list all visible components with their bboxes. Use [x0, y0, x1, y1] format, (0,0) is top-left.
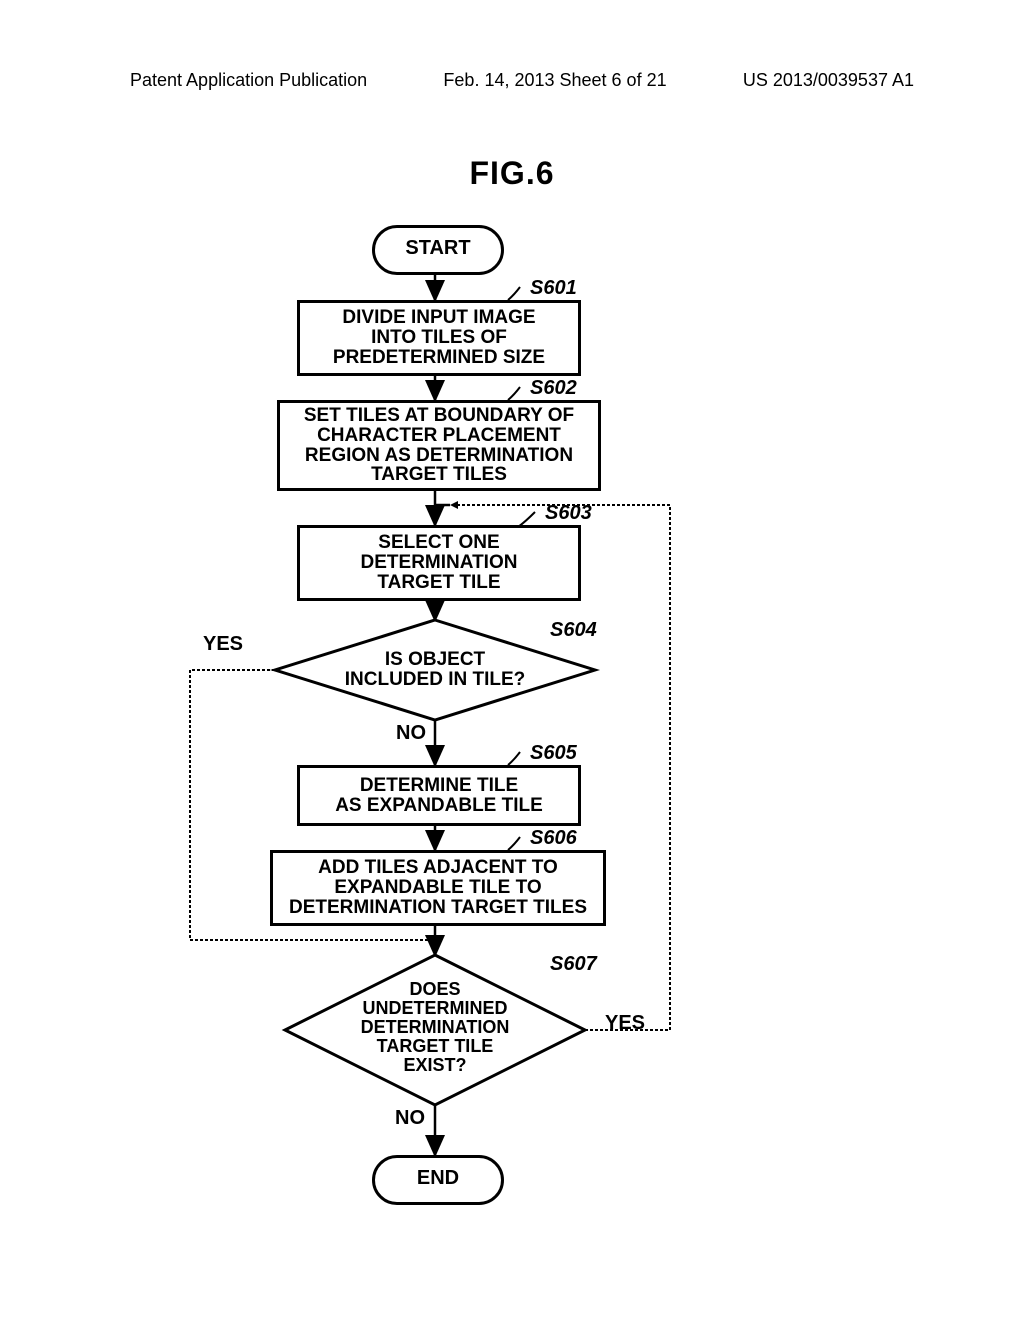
- header-right: US 2013/0039537 A1: [743, 70, 914, 91]
- decision-s604: IS OBJECT INCLUDED IN TILE?: [325, 650, 545, 690]
- step-s606: ADD TILES ADJACENT TO EXPANDABLE TILE TO…: [270, 850, 606, 926]
- s604-no: NO: [396, 722, 426, 745]
- s603-text: SELECT ONE DETERMINATION TARGET TILE: [361, 533, 518, 593]
- end-terminal: END: [372, 1155, 504, 1205]
- s601-text: DIVIDE INPUT IMAGE INTO TILES OF PREDETE…: [333, 308, 545, 368]
- label-s605: S605: [530, 742, 577, 765]
- s606-text: ADD TILES ADJACENT TO EXPANDABLE TILE TO…: [289, 858, 587, 918]
- step-s602: SET TILES AT BOUNDARY OF CHARACTER PLACE…: [277, 400, 601, 491]
- label-s602: S602: [530, 377, 577, 400]
- page-header: Patent Application Publication Feb. 14, …: [0, 70, 1024, 91]
- label-s606: S606: [530, 827, 577, 850]
- s604-yes: YES: [203, 633, 243, 656]
- step-s603: SELECT ONE DETERMINATION TARGET TILE: [297, 525, 581, 601]
- s607-yes: YES: [605, 1012, 645, 1035]
- s605-text: DETERMINE TILE AS EXPANDABLE TILE: [335, 776, 543, 816]
- label-s603: S603: [545, 502, 592, 525]
- label-s607: S607: [550, 953, 597, 976]
- label-s601: S601: [530, 277, 577, 300]
- s607-no: NO: [395, 1107, 425, 1130]
- figure-title: FIG.6: [0, 155, 1024, 192]
- start-terminal: START: [372, 225, 504, 275]
- header-left: Patent Application Publication: [130, 70, 367, 91]
- label-s604: S604: [550, 619, 597, 642]
- decision-s607: DOES UNDETERMINED DETERMINATION TARGET T…: [340, 980, 530, 1074]
- step-s605: DETERMINE TILE AS EXPANDABLE TILE: [297, 765, 581, 826]
- page: Patent Application Publication Feb. 14, …: [0, 0, 1024, 1320]
- s602-text: SET TILES AT BOUNDARY OF CHARACTER PLACE…: [304, 406, 574, 486]
- step-s601: DIVIDE INPUT IMAGE INTO TILES OF PREDETE…: [297, 300, 581, 376]
- header-center: Feb. 14, 2013 Sheet 6 of 21: [443, 70, 666, 91]
